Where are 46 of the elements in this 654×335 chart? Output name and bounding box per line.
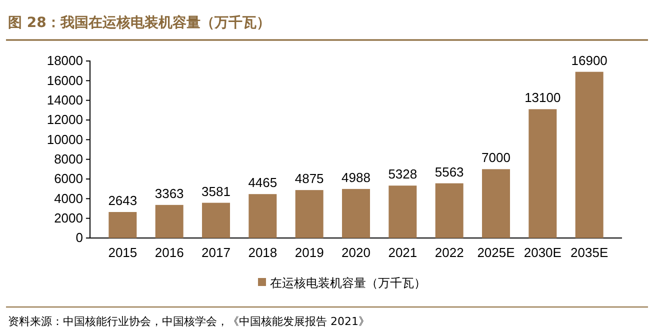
x-tick-label: 2025E bbox=[477, 245, 516, 260]
x-tick-label: 2035E bbox=[570, 245, 608, 260]
data-label: 7000 bbox=[482, 150, 510, 166]
data-label: 5563 bbox=[434, 164, 464, 180]
data-label: 4875 bbox=[294, 171, 324, 186]
bar bbox=[295, 190, 324, 238]
data-label: 3363 bbox=[154, 186, 184, 201]
text: 资料来源：中国核能行业协会，中国核学会，《中国核能发展报告 2021》 bbox=[8, 315, 370, 328]
x-tick-label: 2020 bbox=[342, 245, 370, 260]
x-tick-label: 2021 bbox=[388, 245, 418, 260]
data-label: 16900 bbox=[571, 52, 608, 68]
data-label: 5328 bbox=[388, 166, 418, 182]
y-tick-label: 10000 bbox=[46, 132, 83, 147]
x-tick-label: 2019 bbox=[294, 245, 324, 260]
data-label: 4465 bbox=[248, 175, 278, 190]
legend-label: 在运核电装机容量（万千瓦） bbox=[270, 276, 426, 290]
y-tick-label: 16000 bbox=[46, 72, 83, 88]
bar bbox=[108, 212, 137, 238]
y-tick-label: 14000 bbox=[46, 92, 83, 108]
bar bbox=[155, 204, 184, 238]
bar bbox=[248, 194, 277, 238]
y-tick-label: 12000 bbox=[46, 112, 83, 128]
x-tick-label: 2016 bbox=[154, 245, 184, 260]
x-tick-label: 2015 bbox=[108, 245, 138, 260]
data-label: 13100 bbox=[524, 90, 561, 106]
y-tick-label: 2000 bbox=[54, 210, 83, 226]
bar bbox=[388, 186, 417, 238]
y-tick-label: 0 bbox=[76, 230, 83, 246]
x-tick-label: 2030E bbox=[524, 245, 562, 260]
bar bbox=[435, 183, 464, 238]
bar bbox=[482, 169, 510, 238]
x-tick-label: 2017 bbox=[202, 245, 230, 260]
chart-title: 图 28：我国在运核电装机容量（万千瓦） bbox=[8, 14, 270, 31]
data-label: 3581 bbox=[202, 184, 230, 199]
y-tick-label: 6000 bbox=[54, 171, 83, 186]
x-tick-label: 2018 bbox=[248, 245, 278, 260]
y-tick-label: 18000 bbox=[46, 53, 83, 68]
y-tick-label: 4000 bbox=[54, 190, 83, 206]
x-tick-label: 2022 bbox=[434, 245, 464, 260]
y-tick-label: 8000 bbox=[54, 151, 83, 166]
data-label: 2643 bbox=[108, 193, 138, 208]
data-label: 4988 bbox=[342, 170, 370, 185]
bar bbox=[528, 109, 557, 238]
bar bbox=[202, 202, 230, 238]
bar bbox=[575, 72, 604, 238]
bar bbox=[342, 188, 370, 238]
